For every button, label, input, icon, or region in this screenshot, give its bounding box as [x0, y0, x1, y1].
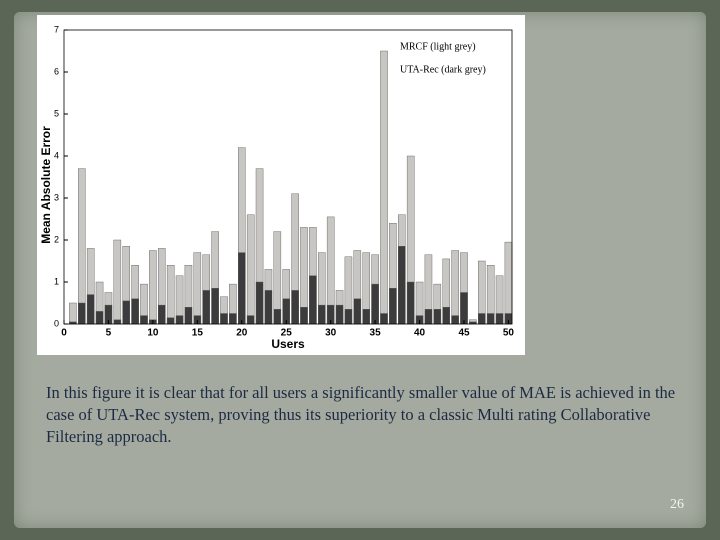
- chart-box: Mean Absolute Error Users 0 1 2 3 4 5 6 7 0 5 10 15…: [37, 15, 525, 355]
- bar: [451, 250, 459, 325]
- bar: [149, 250, 157, 325]
- bar: [122, 300, 130, 325]
- legend-entry: UTA-Rec (dark grey): [400, 64, 486, 75]
- bar: [398, 246, 406, 325]
- bar: [113, 319, 122, 325]
- bar: [353, 298, 362, 325]
- page-number: 26: [670, 497, 684, 512]
- y-axis-label: Mean Absolute Error: [39, 126, 53, 244]
- bar: [300, 307, 308, 325]
- bar: [433, 309, 442, 325]
- bar: [255, 281, 264, 325]
- bar: [362, 309, 370, 325]
- bar: [175, 315, 184, 325]
- y-tick-label: 7: [54, 24, 59, 34]
- bar: [229, 313, 237, 325]
- bar: [264, 290, 273, 325]
- x-tick-label: 40: [414, 328, 426, 339]
- y-tick-label: 6: [54, 66, 59, 76]
- bar: [78, 302, 86, 325]
- x-tick-label: 25: [281, 328, 293, 339]
- bar: [202, 290, 210, 325]
- caption: In this figure it is clear that for all …: [46, 383, 676, 446]
- bar: [193, 252, 202, 325]
- bar: [86, 294, 95, 325]
- bar: [460, 292, 468, 325]
- legend-entry: MRCF (light grey): [400, 41, 476, 52]
- x-tick-label: 15: [192, 328, 204, 339]
- bar: [166, 317, 175, 325]
- x-tick-label: 20: [236, 328, 248, 339]
- bar: [273, 309, 282, 325]
- bar: [371, 283, 379, 325]
- bar: [113, 239, 122, 325]
- bar: [451, 315, 459, 325]
- bar: [95, 311, 104, 325]
- x-tick-label: 30: [325, 328, 337, 339]
- x-tick-label: 50: [503, 328, 515, 339]
- y-tick-label: 3: [54, 192, 59, 202]
- y-tick-label: 2: [54, 234, 59, 244]
- bar: [478, 313, 486, 325]
- y-tick-label: 1: [54, 276, 59, 286]
- plot-frame: [63, 29, 513, 325]
- x-tick-label: 35: [370, 328, 382, 339]
- bar: [335, 304, 344, 325]
- bar: [424, 309, 433, 325]
- y-tick-label: 0: [54, 318, 59, 328]
- bar: [131, 298, 139, 325]
- bar: [406, 281, 415, 325]
- x-tick-label: 45: [458, 328, 470, 339]
- bar: [291, 290, 299, 325]
- bar: [380, 313, 388, 325]
- bar: [238, 252, 246, 325]
- bar: [246, 315, 255, 325]
- x-tick-label: 5: [106, 328, 112, 339]
- bar: [211, 288, 219, 325]
- bar: [78, 168, 86, 325]
- x-axis-label: Users: [271, 337, 305, 351]
- bar: [309, 275, 317, 325]
- bar: [389, 288, 397, 325]
- bar: [246, 214, 255, 325]
- bar: [486, 313, 495, 325]
- x-tick-label: 0: [61, 328, 67, 339]
- bar: [140, 315, 148, 325]
- bar: [318, 304, 326, 325]
- bar: [69, 302, 77, 325]
- bar: [442, 307, 450, 325]
- bar: [166, 264, 175, 325]
- bar: [380, 50, 388, 325]
- y-tick-label: 4: [54, 150, 59, 160]
- bar: [220, 313, 228, 325]
- bar: [344, 309, 353, 325]
- y-tick-label: 5: [54, 108, 59, 118]
- x-tick-label: 10: [147, 328, 159, 339]
- bar: [495, 313, 504, 325]
- bar: [158, 304, 166, 325]
- bar: [184, 307, 193, 325]
- bar: [504, 241, 513, 325]
